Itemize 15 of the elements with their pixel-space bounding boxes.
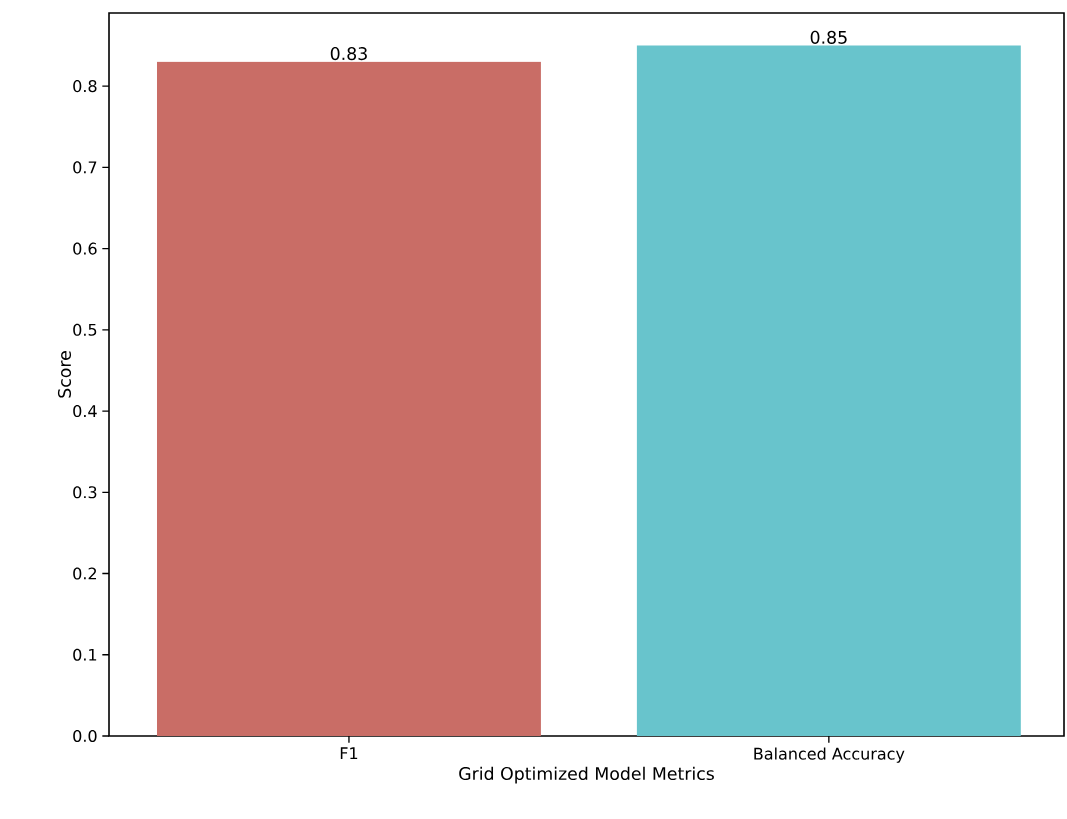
x-tick-label: Balanced Accuracy (754, 747, 905, 763)
y-tick-label: 0.2 (73, 567, 97, 580)
y-tick-label: 0.7 (73, 161, 97, 174)
y-tick-label: 0.1 (73, 648, 97, 661)
data-label: 0.85 (810, 30, 847, 44)
y-axis-title: Score (57, 351, 72, 398)
x-axis-title: Grid Optimized Model Metrics (459, 766, 714, 784)
y-tick-label: 0.5 (73, 323, 97, 336)
y-tick-label: 0.4 (73, 405, 97, 418)
x-tick-label: F1 (340, 747, 358, 760)
y-tick-label: 0.8 (73, 80, 97, 93)
data-label: 0.83 (330, 47, 367, 61)
y-tick-label: 0.6 (73, 242, 97, 255)
y-tick-label: 0.3 (73, 486, 97, 499)
y-tick-label: 0.0 (73, 729, 97, 743)
